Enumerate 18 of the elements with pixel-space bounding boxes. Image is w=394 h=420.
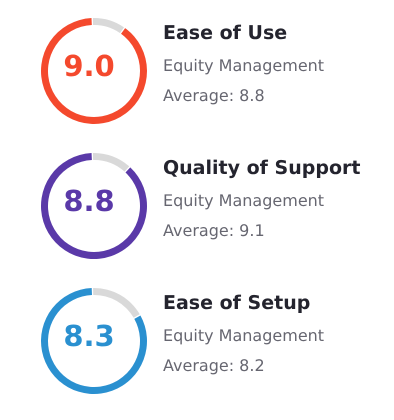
text: Average: 9.1 — [163, 221, 265, 240]
donut-slice — [92, 153, 130, 172]
text: Equity Management — [163, 191, 324, 210]
data-label: 8.8 — [62, 183, 116, 219]
donut-slice — [41, 288, 147, 394]
text: Ease of Setup — [163, 292, 310, 314]
donut-slice — [92, 18, 124, 34]
text: Ease of Use — [163, 22, 288, 44]
donut-slice — [41, 18, 147, 124]
text: Average: 8.8 — [163, 86, 265, 105]
donut-slice — [41, 153, 147, 259]
text: Equity Management — [163, 326, 324, 345]
data-label: 9.0 — [62, 48, 116, 84]
text: Average: 8.2 — [163, 356, 265, 375]
text: Equity Management — [163, 56, 324, 75]
data-label: 8.3 — [62, 318, 116, 354]
donut-slice — [93, 288, 140, 318]
text: Quality of Support — [163, 157, 360, 179]
